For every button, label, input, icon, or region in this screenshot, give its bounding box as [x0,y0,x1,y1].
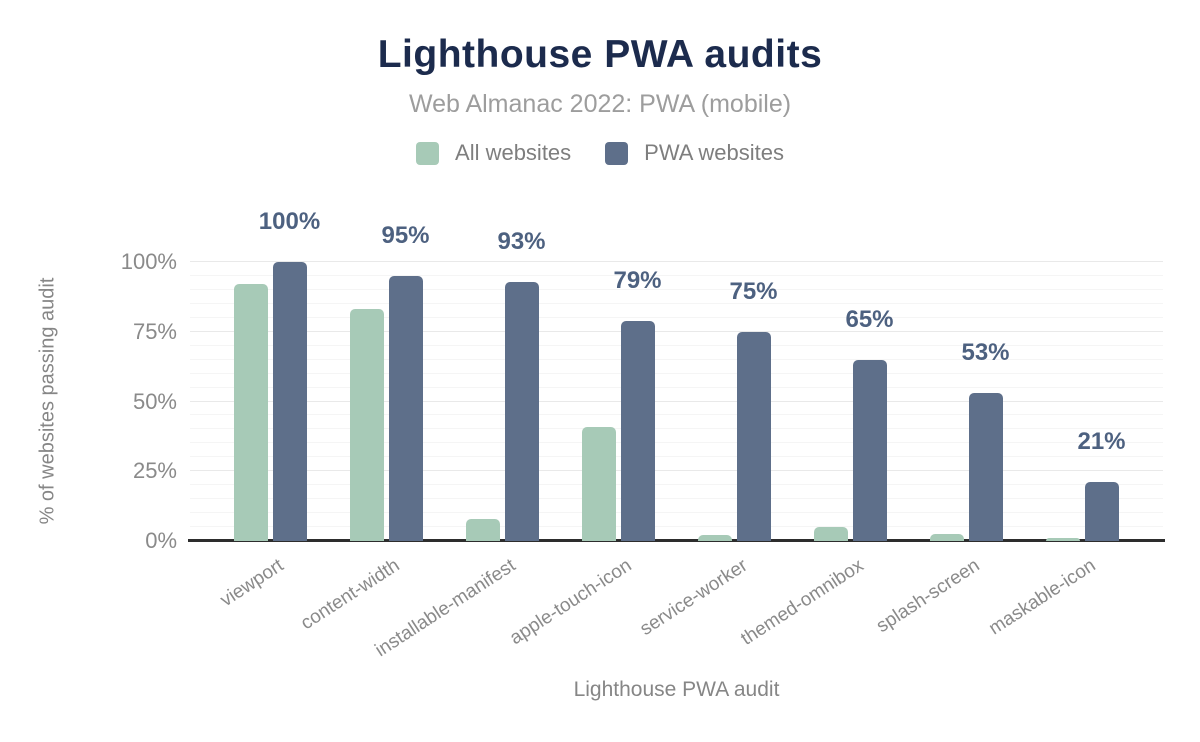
gridline [190,400,1163,402]
legend-label-all-websites: All websites [455,140,572,165]
legend-swatch-pwa-websites [605,141,629,165]
x-axis-line [188,539,1165,542]
chart-subtitle: Web Almanac 2022: PWA (mobile) [408,90,792,118]
gridline [190,372,1163,374]
data-label-viewport: 100% [258,208,321,235]
gridline [190,470,1163,472]
legend-label-pwa-websites: PWA websites [644,140,784,165]
bar-all-websites-service-worker[interactable] [697,535,732,541]
x-tick-label-splash-screen: splash-screen [872,555,984,638]
gridline [190,344,1163,346]
gridline [190,414,1163,416]
gridline [190,498,1163,500]
bar-pwa-websites-content-width[interactable] [388,275,423,541]
bar-pwa-websites-maskable-icon[interactable] [1084,482,1119,541]
y-tick-label: 50% [132,388,177,414]
gridline [190,512,1163,514]
y-tick-label: 100% [120,249,177,274]
data-label-maskable-icon: 21% [1077,428,1126,456]
data-label-content-width: 95% [381,221,430,249]
gridline [190,316,1163,318]
gridline [190,274,1163,276]
gridline [190,358,1163,360]
legend-swatch-all-websites [416,141,440,165]
bar-pwa-websites-splash-screen[interactable] [968,393,1003,541]
bar-pwa-websites-apple-touch-icon[interactable] [620,320,655,541]
x-tick-label-content-width: content-width [297,555,404,635]
bar-pwa-websites-viewport[interactable] [272,262,307,541]
y-tick-label: 75% [132,318,177,344]
gridline [190,428,1163,430]
gridline [190,456,1163,458]
gridline [190,302,1163,304]
x-tick-label-viewport: viewport [216,555,288,612]
gridline [190,442,1163,444]
data-label-splash-screen: 53% [961,339,1010,367]
bar-all-websites-apple-touch-icon[interactable] [581,426,616,541]
gridline [190,526,1163,528]
x-tick-label-apple-touch-icon: apple-touch-icon [506,555,636,650]
legend-item-all-websites: All websites [416,140,571,166]
data-label-apple-touch-icon: 79% [613,266,662,294]
bar-pwa-websites-service-worker[interactable] [736,331,771,541]
bar-all-websites-splash-screen[interactable] [929,534,964,541]
legend-item-pwa-websites: PWA websites [605,140,784,166]
x-tick-label-themed-omnibox: themed-omnibox [737,555,868,650]
x-axis-title: Lighthouse PWA audit [573,678,780,701]
gridline [190,261,1163,262]
bar-pwa-websites-themed-omnibox[interactable] [852,359,887,541]
data-label-installable-manifest: 93% [497,227,546,255]
bar-all-websites-installable-manifest[interactable] [465,518,500,541]
legend: All websites PWA websites [0,140,1200,166]
gridline [190,386,1163,388]
y-tick-label: 0% [145,528,177,553]
gridline [190,288,1163,290]
bar-all-websites-content-width[interactable] [349,309,384,541]
bar-all-websites-themed-omnibox[interactable] [813,527,848,541]
bar-pwa-websites-installable-manifest[interactable] [504,281,539,541]
plot-area: 0% 25% 50% 75% 100% 100% viewport 95% content-wi… [121,200,1165,661]
data-label-themed-omnibox: 65% [845,305,894,333]
gridline [190,330,1163,332]
bar-all-websites-maskable-icon[interactable] [1045,538,1080,541]
bar-all-websites-viewport[interactable] [233,284,268,541]
chart-title: Lighthouse PWA audits [377,33,823,76]
y-tick-label: 25% [132,458,177,484]
x-tick-label-service-worker: service-worker [636,555,752,640]
x-tick-label-maskable-icon: maskable-icon [985,555,1100,640]
data-label-service-worker: 75% [729,277,778,305]
y-axis-title: % of websites passing audit [36,277,59,525]
gridline [190,484,1163,486]
